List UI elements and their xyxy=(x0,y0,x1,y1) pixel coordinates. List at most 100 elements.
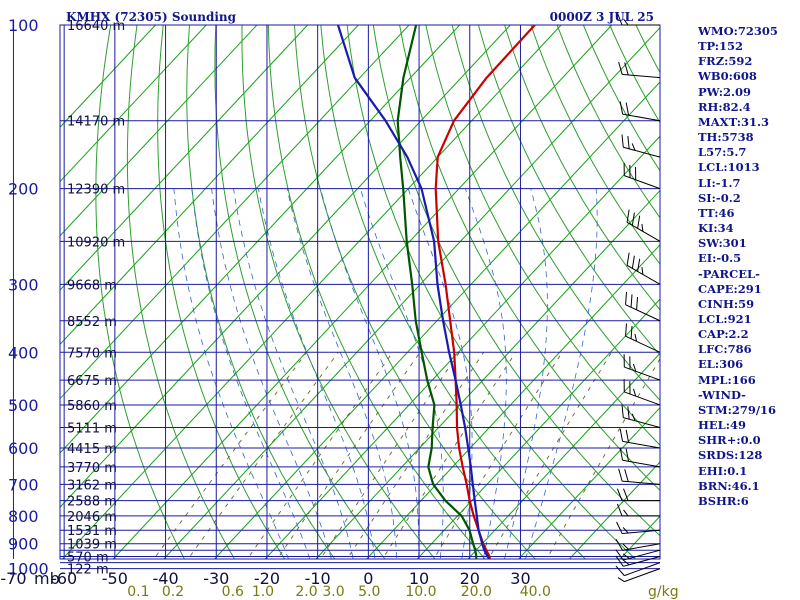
barb-flag xyxy=(617,577,625,583)
barb-flag xyxy=(623,488,629,501)
dry-adiabat-line xyxy=(530,25,660,265)
mixing-ratio-line xyxy=(153,352,307,559)
mixing-ratio-tick-label: 1.0 xyxy=(252,584,274,600)
mixing-ratio-tick-label: 2.0 xyxy=(295,584,317,600)
barb-flag xyxy=(625,102,630,116)
barb-flag xyxy=(615,565,625,576)
wind-barb xyxy=(618,468,661,485)
wind-barb xyxy=(616,488,660,502)
moist-adiabat-line xyxy=(233,188,354,559)
sounding-time: 0000Z 3 JUL 25 xyxy=(550,10,654,24)
moist-adiabat-line xyxy=(191,188,311,559)
barb-flag xyxy=(622,527,629,534)
barb-staff xyxy=(623,146,661,158)
barb-flag xyxy=(615,549,624,561)
height-label: 14170 m xyxy=(67,115,125,130)
barb-staff xyxy=(622,440,661,449)
barb-flag xyxy=(633,388,637,397)
series-line-dewpoint xyxy=(396,25,478,559)
series-line-temperature xyxy=(434,25,536,559)
temperature-tick-label: 10 xyxy=(409,569,429,588)
mixing-ratio-lines xyxy=(153,352,660,559)
barb-flag xyxy=(631,255,635,269)
barb-flag xyxy=(631,413,636,421)
barb-flag xyxy=(641,223,644,232)
barb-flag xyxy=(616,521,623,534)
pressure-tick-label: 1000 xyxy=(8,560,49,579)
isotherm-lines xyxy=(60,25,660,559)
index-item: FRZ:592 xyxy=(698,54,753,69)
barb-flag xyxy=(622,559,630,566)
height-label: 5860 m xyxy=(67,399,117,414)
index-item: CAPE:291 xyxy=(698,281,762,296)
height-label: 2046 m xyxy=(67,510,117,525)
pressure-grid xyxy=(12,24,661,570)
indices-panel: WMO:72305 TP:152 FRZ:592 WB0:608 PW:2.09 RH:8… xyxy=(698,24,798,509)
wind-barb xyxy=(616,12,660,26)
moist-adiabat-line xyxy=(360,188,444,559)
pressure-tick-label: 800 xyxy=(8,507,39,526)
wind-barb xyxy=(617,568,661,583)
pressure-unit-label: mb xyxy=(34,569,60,588)
mixing-ratio-tick-label: 10.0 xyxy=(405,584,436,600)
wind-barb xyxy=(625,323,661,353)
mixing-ratio-unit: g/kg xyxy=(648,584,679,600)
mixing-ratio-tick-label: 0.1 xyxy=(127,584,149,600)
barb-flag xyxy=(618,468,623,482)
barb-flag xyxy=(626,252,630,266)
wind-barb xyxy=(623,354,661,381)
barb-flag xyxy=(641,266,644,275)
index-item: BSHR:6 xyxy=(698,493,749,508)
temperature-tick-label: -60 xyxy=(51,569,77,588)
mixing-ratio-line xyxy=(246,352,394,559)
dry-adiabat-line xyxy=(477,25,660,356)
temperature-tick-label: -20 xyxy=(254,569,280,588)
temperature-tick-label: -50 xyxy=(102,569,128,588)
moist-adiabat-line xyxy=(465,188,507,559)
index-item: -WIND- xyxy=(698,387,746,402)
index-item: CAP:2.2 xyxy=(698,327,749,342)
barb-flag xyxy=(624,62,629,76)
height-label: 8552 m xyxy=(67,315,117,330)
wind-barb xyxy=(626,209,661,242)
dry-adiabat-line xyxy=(451,25,660,401)
index-item: EL:306 xyxy=(698,357,744,372)
barb-staff xyxy=(625,304,661,322)
temperature-tick-label: -40 xyxy=(152,569,178,588)
isotherm-line xyxy=(60,25,156,129)
mixing-ratio-line xyxy=(187,352,339,559)
wind-barb xyxy=(615,562,661,577)
wind-barb xyxy=(618,61,661,79)
isotherm-line xyxy=(60,25,359,346)
barb-flag xyxy=(621,134,624,148)
height-label: 6675 m xyxy=(67,374,117,389)
barb-flag xyxy=(621,404,624,418)
barb-flag xyxy=(622,543,629,550)
index-item: STM:279/16 xyxy=(698,402,777,417)
mixing-ratio-tick-label: 20.0 xyxy=(461,584,492,600)
mixing-ratio-line xyxy=(319,352,460,559)
pressure-tick-label: 500 xyxy=(8,396,39,415)
dry-adiabat-line xyxy=(320,25,587,559)
index-item: TH:5738 xyxy=(698,130,754,145)
barb-flag xyxy=(615,555,624,567)
barb-staff xyxy=(622,480,661,485)
temperature-tick-label: 0 xyxy=(363,569,373,588)
moist-adiabat-line xyxy=(503,188,548,559)
barb-staff xyxy=(625,335,661,353)
height-label: 3162 m xyxy=(67,478,117,493)
pressure-tick-label: 600 xyxy=(8,439,39,458)
wind-barb xyxy=(616,503,660,517)
isotherm-line xyxy=(517,406,660,559)
dry-adiabat-line xyxy=(157,25,286,559)
barb-staff xyxy=(624,568,661,583)
moist-adiabat-line xyxy=(258,188,376,559)
pressure-tick-label: 400 xyxy=(8,343,39,362)
height-label: 16640 m xyxy=(67,19,125,34)
barb-flag xyxy=(616,488,623,501)
barb-staff xyxy=(622,73,661,79)
mixing-ratio-line xyxy=(487,352,612,559)
index-item: -PARCEL- xyxy=(698,266,760,281)
